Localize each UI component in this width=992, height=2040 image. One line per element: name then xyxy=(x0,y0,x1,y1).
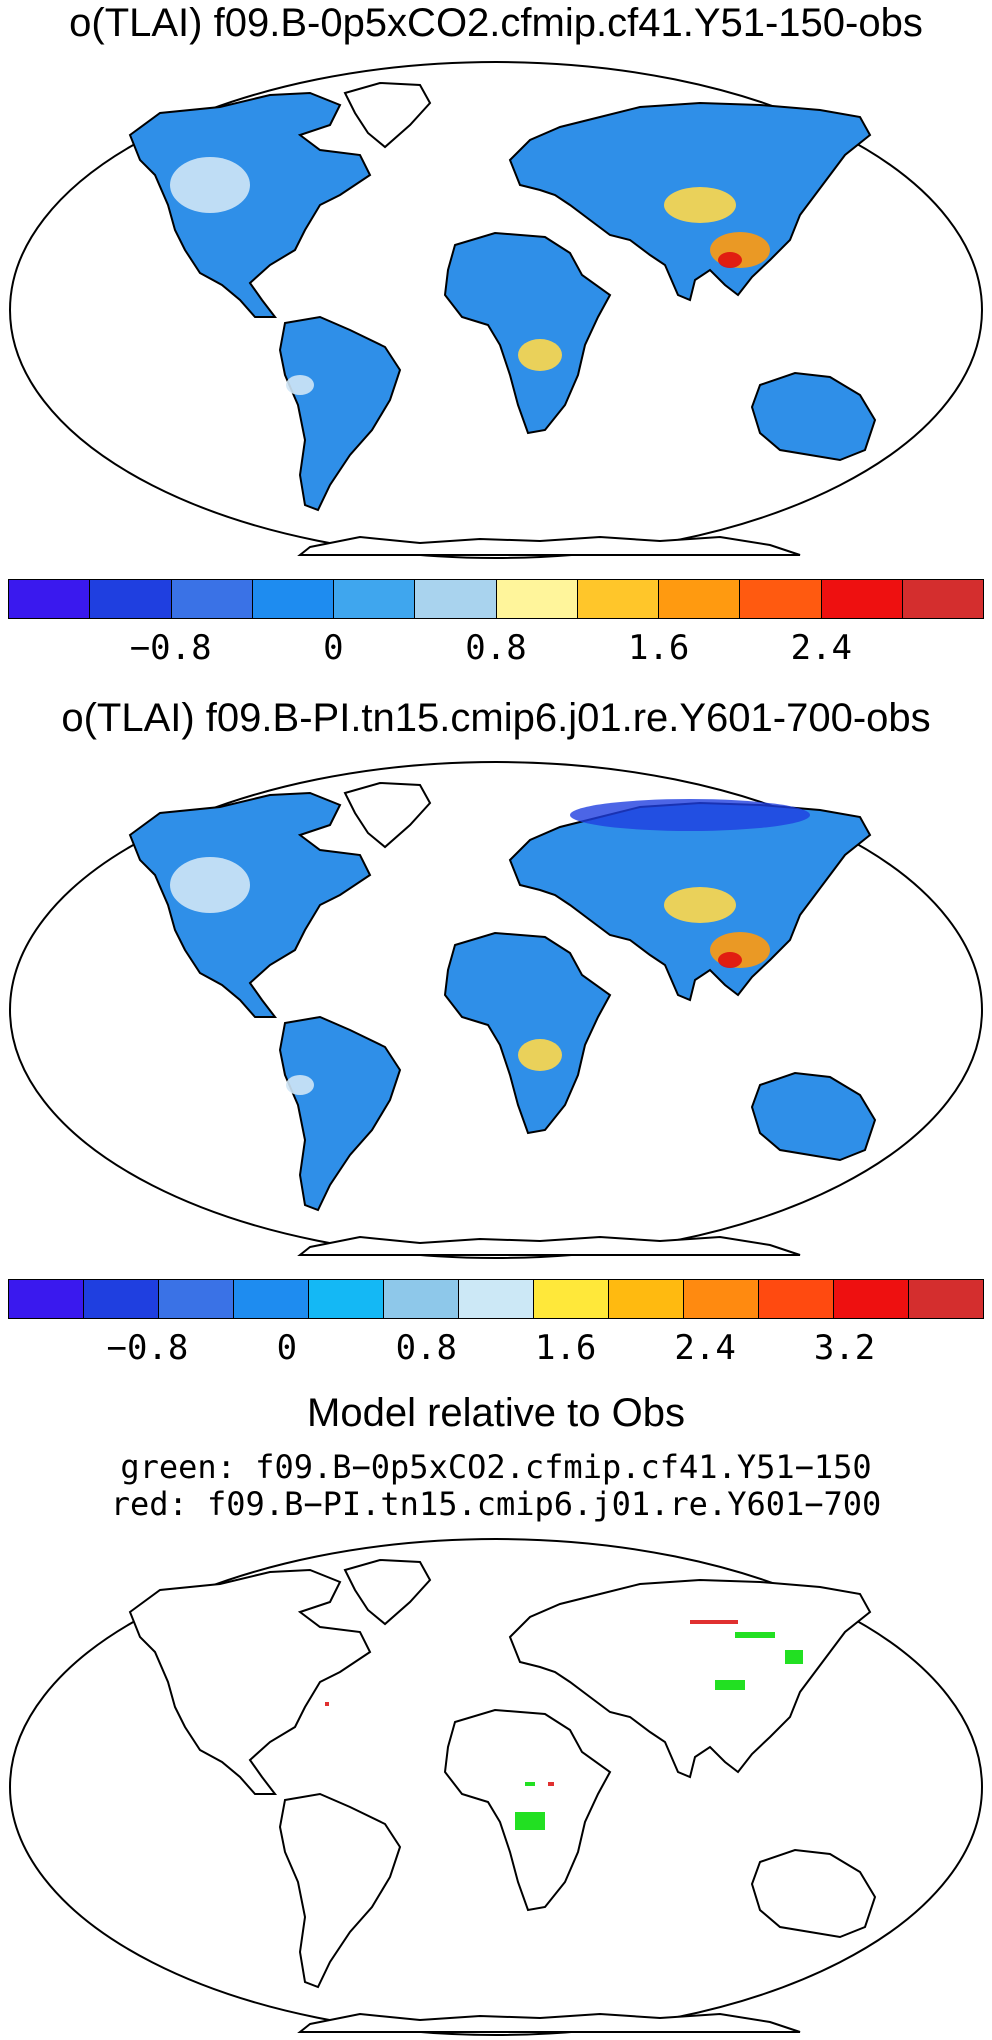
colorbar-swatch xyxy=(534,1280,609,1318)
south-america-land xyxy=(278,1792,402,1989)
north-america-land xyxy=(128,791,372,1018)
green-mark-korea xyxy=(785,1650,803,1664)
south-america-light-patch xyxy=(286,1075,314,1095)
south-america-land xyxy=(278,1015,402,1212)
africa-land xyxy=(443,1708,612,1912)
colorbar-swatch xyxy=(759,1280,834,1318)
panel2-colorbar-ticks: −0.8 0 0.8 1.6 2.4 3.2 xyxy=(8,1328,984,1368)
africa-land xyxy=(443,931,612,1135)
colorbar-swatch xyxy=(902,580,983,618)
comparison-map xyxy=(9,1538,983,2036)
colorbar-tick-label: 0.8 xyxy=(465,628,527,668)
colorbar-tick-label: 3.2 xyxy=(813,1328,876,1368)
panel1-map xyxy=(9,61,983,559)
europe-asia-land xyxy=(508,1578,872,1779)
colorbar-swatch xyxy=(659,580,741,618)
panel1-colorbar xyxy=(8,579,984,619)
green-mark-northeast-china xyxy=(735,1632,775,1638)
colorbar-swatch xyxy=(609,1280,684,1318)
colorbar-tick-label: 2.4 xyxy=(674,1328,736,1368)
china-hotspot xyxy=(718,952,742,968)
africa-warm-patch xyxy=(518,339,562,371)
siberia-negative-patch xyxy=(570,799,810,831)
colorbar-swatch xyxy=(821,580,903,618)
colorbar-swatch xyxy=(9,580,91,618)
colorbar-tick-label: 1.6 xyxy=(534,1328,597,1368)
china-hotspot xyxy=(718,252,742,268)
colorbar-tick-label: 1.6 xyxy=(627,628,690,668)
colorbar-swatch xyxy=(577,580,659,618)
antarctica-land xyxy=(297,535,801,556)
south-america-land xyxy=(278,315,402,512)
colorbar-swatch xyxy=(415,580,497,618)
greenland-land xyxy=(343,81,432,149)
north-america-land xyxy=(128,1568,372,1795)
colorbar-swatch xyxy=(309,1280,384,1318)
colorbar-swatch xyxy=(384,1280,459,1318)
red-mark-africa xyxy=(548,1782,554,1786)
colorbar-swatch xyxy=(234,1280,309,1318)
north-america-light-patch xyxy=(170,857,250,913)
comparison-green-label: green: f09.B−0p5xCO2.cfmip.cf41.Y51−150 xyxy=(120,1448,872,1486)
colorbar-swatch xyxy=(834,1280,909,1318)
red-mark-south-america xyxy=(325,1702,329,1706)
colorbar-swatch xyxy=(252,580,334,618)
colorbar-swatch xyxy=(459,1280,534,1318)
colorbar-tick-label: 0 xyxy=(276,1328,298,1368)
north-america-light-patch xyxy=(170,157,250,213)
comparison-red-label: red: f09.B−PI.tn15.cmip6.j01.re.Y601−700 xyxy=(110,1485,882,1523)
green-mark-central-africa xyxy=(515,1812,545,1830)
colorbar-swatch xyxy=(171,580,253,618)
north-america-land xyxy=(128,91,372,318)
mongolia-warm-patch xyxy=(664,887,736,923)
colorbar-swatch xyxy=(9,1280,84,1318)
greenland-land xyxy=(343,781,432,849)
antarctica-land xyxy=(297,2012,801,2033)
colorbar-tick-label: 0 xyxy=(323,628,344,668)
colorbar-tick-label: 0.8 xyxy=(395,1328,457,1368)
colorbar-swatch xyxy=(909,1280,983,1318)
colorbar-swatch xyxy=(84,1280,159,1318)
australia-land xyxy=(750,371,877,462)
colorbar-tick-label: −0.8 xyxy=(106,1328,189,1368)
australia-land xyxy=(750,1848,877,1939)
panel2-map xyxy=(9,761,983,1259)
panel2-colorbar xyxy=(8,1279,984,1319)
africa-land xyxy=(443,231,612,435)
antarctica-land xyxy=(297,1235,801,1256)
green-mark-west-africa xyxy=(525,1782,535,1786)
australia-land xyxy=(750,1071,877,1162)
colorbar-swatch xyxy=(159,1280,234,1318)
greenland-land xyxy=(343,1558,432,1626)
south-america-light-patch xyxy=(286,375,314,395)
panel2-title: o(TLAI) f09.B-PI.tn15.cmip6.j01.re.Y601-… xyxy=(61,696,931,740)
panel1-colorbar-ticks: −0.8 0 0.8 1.6 2.4 xyxy=(8,628,984,668)
colorbar-swatch xyxy=(90,580,172,618)
colorbar-tick-label: 2.4 xyxy=(790,628,853,668)
panel1-title: o(TLAI) f09.B-0p5xCO2.cfmip.cf41.Y51-150… xyxy=(69,1,923,45)
red-mark-siberia xyxy=(690,1620,738,1624)
africa-warm-patch xyxy=(518,1039,562,1071)
mongolia-warm-patch xyxy=(664,187,736,223)
colorbar-tick-label: −0.8 xyxy=(129,628,212,668)
colorbar-swatch xyxy=(334,580,416,618)
comparison-title: Model relative to Obs xyxy=(307,1391,685,1435)
green-mark-north-china xyxy=(715,1680,745,1690)
colorbar-swatch xyxy=(684,1280,759,1318)
colorbar-swatch xyxy=(496,580,578,618)
colorbar-swatch xyxy=(740,580,822,618)
